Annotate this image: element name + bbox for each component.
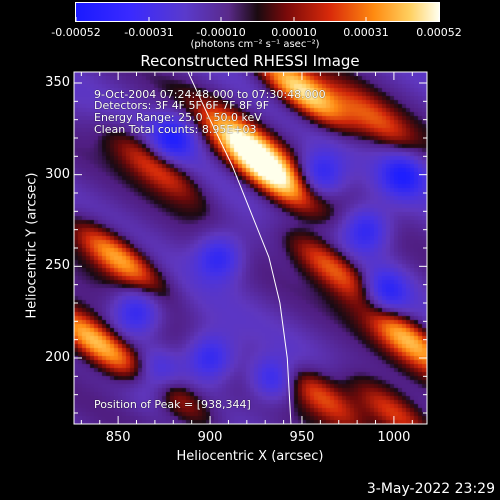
colorbar-tick-label: 0.00010 (271, 26, 317, 39)
colorbar-tick-label: -0.00031 (124, 26, 174, 39)
y-tick-label: 300 (45, 166, 70, 182)
detectors-label: Detectors: 3F 4F 5F 6F 7F 8F 9F (94, 99, 270, 112)
y-tick-label: 250 (45, 258, 70, 274)
x-tick-label: 900 (197, 430, 223, 445)
colorbar-tick-label: -0.00010 (196, 26, 246, 39)
energy-range-label: Energy Range: 25.0 - 50.0 keV (94, 111, 262, 124)
plot-title: Reconstructed RHESSI Image (140, 52, 360, 70)
colorbar-units-label: (photons cm⁻² s⁻¹ asec⁻²) (190, 39, 320, 50)
colorbar-tick-label: -0.00052 (51, 26, 101, 39)
x-axis-ticks (80, 72, 413, 424)
plot-frame (73, 71, 428, 425)
y-tick-label: 200 (45, 350, 70, 365)
colorbar-gradient (76, 3, 439, 21)
solar-limb-overlay (187, 72, 292, 424)
footer-timestamp: 3-May-2022 23:29 (366, 481, 495, 497)
colorbar-tick-label: 0.00031 (343, 26, 389, 39)
peak-position-label: Position of Peak = [938,344] (94, 398, 251, 411)
x-tick-label: 1000 (377, 430, 411, 445)
y-axis-ticks (74, 82, 427, 414)
colorbar-ticks (75, 17, 440, 21)
time-range-label: 9-Oct-2004 07:24:48.000 to 07:30:48.000 (94, 88, 326, 101)
colorbar (75, 2, 440, 22)
y-tick-label: 350 (45, 75, 70, 90)
clean-total-counts-label: Clean Total counts: 8.95E+03 (94, 123, 257, 136)
x-tick-label: 850 (105, 430, 131, 445)
heatmap-image (74, 72, 427, 424)
y-axis-label: Heliocentric Y (arcsec) (24, 172, 40, 319)
colorbar-tick-label: 0.00052 (416, 26, 462, 39)
solar-limb-curve (187, 72, 292, 424)
image-plot-area: 9-Oct-2004 07:24:48.000 to 07:30:48.000 … (74, 72, 427, 424)
x-axis-label: Heliocentric X (arcsec) (176, 449, 324, 464)
x-tick-label: 950 (289, 430, 315, 445)
